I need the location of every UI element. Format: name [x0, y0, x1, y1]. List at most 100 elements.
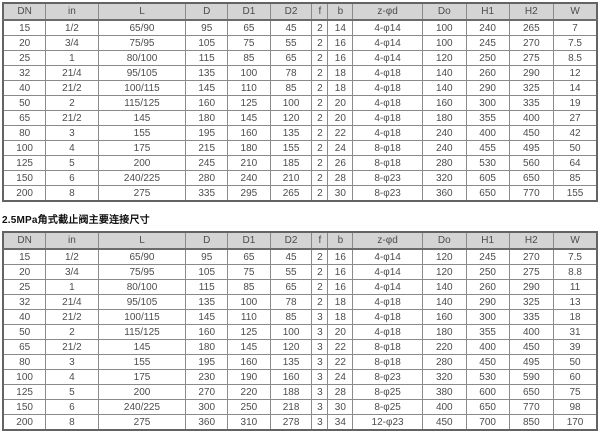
table-cell: 4-φ14 — [352, 19, 423, 36]
table-cell: 160 — [227, 125, 271, 141]
section-title-2.5mpa: 2.5MPa角式截止阀主要连接尺寸 — [2, 215, 150, 226]
table-cell: 50 — [553, 354, 598, 370]
table-cell: 850 — [508, 414, 555, 431]
table-cell: 21/2 — [45, 80, 99, 96]
table-cell: 335 — [508, 309, 555, 325]
header-row: DN in L D D1 D2 f b z-φd Do H1 H2 W — [2, 231, 598, 250]
table-cell: 4-φ14 — [352, 248, 423, 265]
table-cell: 8-φ18 — [352, 339, 423, 355]
table-row: 65 21/2 145 180 145 120 2 20 4-φ18 180 355 400 27 — [2, 110, 598, 126]
table-cell: 180 — [227, 140, 271, 156]
table-cell: 4-φ14 — [352, 264, 423, 280]
table-cell: 8 — [45, 414, 99, 431]
table-cell: 3 — [311, 384, 329, 400]
table-cell: 135 — [185, 294, 229, 310]
table-cell: 300 — [465, 309, 510, 325]
table-cell: 25 — [2, 50, 47, 66]
table-cell: 145 — [97, 339, 187, 355]
table-cell: 40 — [2, 309, 47, 325]
table-cell: 240/225 — [97, 170, 187, 186]
table-cell: 250 — [465, 264, 510, 280]
table-cell: 300 — [185, 399, 229, 415]
table-cell: 100 — [227, 294, 271, 310]
table-cell: 310 — [227, 414, 271, 431]
table-cell: 530 — [465, 369, 510, 385]
table-cell: 160 — [269, 369, 313, 385]
table-cell: 360 — [185, 414, 229, 431]
table-cell: 55 — [269, 264, 313, 280]
table-cell: 8.8 — [553, 264, 598, 280]
table-cell: 80 — [2, 354, 47, 370]
table-cell: 155 — [269, 140, 313, 156]
table-row: 50 2 115/125 160 125 100 3 20 4-φ18 180 355 400 31 — [2, 324, 598, 340]
table-cell: 16 — [327, 248, 354, 265]
table-cell: 8-φ18 — [352, 140, 423, 156]
table-cell: 650 — [508, 170, 555, 186]
table-cell: 145 — [227, 110, 271, 126]
table-cell: 4-φ18 — [352, 309, 423, 325]
table-row: 80 3 155 195 160 135 3 22 8-φ18 280 450 495 50 — [2, 354, 598, 370]
table-cell: 300 — [465, 95, 510, 111]
table-cell: 100 — [421, 35, 467, 51]
table-cell: 2 — [45, 324, 99, 340]
table-cell: 160 — [227, 354, 271, 370]
table-cell: 3 — [45, 125, 99, 141]
table-cell: 125 — [227, 324, 271, 340]
table-cell: 3 — [311, 309, 329, 325]
table-cell: 65/90 — [97, 248, 187, 265]
table-row: 32 21/4 95/105 135 100 78 2 18 4-φ18 140 290 325 13 — [2, 294, 598, 310]
table-cell: 27 — [553, 110, 598, 126]
column-header-in: in — [45, 2, 99, 21]
table-row: 65 21/2 145 180 145 120 3 22 8-φ18 220 400 450 39 — [2, 339, 598, 355]
table-cell: 770 — [508, 399, 555, 415]
table-cell: 3/4 — [45, 264, 99, 280]
table-cell: 19 — [553, 95, 598, 111]
table-cell: 22 — [327, 339, 354, 355]
table-cell: 1/2 — [45, 19, 99, 36]
table-cell: 21/2 — [45, 110, 99, 126]
table-cell: 240 — [465, 19, 510, 36]
column-header-dn: DN — [2, 2, 47, 21]
table-cell: 530 — [465, 155, 510, 171]
column-header-d: D — [185, 2, 229, 21]
table-cell: 21/2 — [45, 309, 99, 325]
table-cell: 8 — [45, 185, 99, 202]
table-cell: 200 — [97, 384, 187, 400]
table-cell: 2 — [311, 110, 329, 126]
table-cell: 18 — [327, 309, 354, 325]
table-cell: 60 — [553, 369, 598, 385]
table-row: 200 8 275 360 310 278 3 34 12-φ23 450 700 850 170 — [2, 414, 598, 431]
table-cell: 100 — [2, 369, 47, 385]
table-cell: 290 — [465, 294, 510, 310]
table-cell: 26 — [327, 155, 354, 171]
table-row: 100 4 175 215 180 155 2 24 8-φ18 240 455 495 50 — [2, 140, 598, 156]
column-header-dn: DN — [2, 231, 47, 250]
column-header-w: W — [553, 2, 598, 21]
table-cell: 75/95 — [97, 264, 187, 280]
table-cell: 4-φ18 — [352, 110, 423, 126]
table-cell: 22 — [327, 354, 354, 370]
column-header-d: D — [185, 231, 229, 250]
table-cell: 3 — [311, 414, 329, 431]
table-cell: 220 — [227, 384, 271, 400]
table-cell: 2 — [311, 125, 329, 141]
column-header-z-φd: z-φd — [352, 231, 423, 250]
table-row: 200 8 275 335 295 265 2 30 8-φ23 360 650 770 155 — [2, 185, 598, 202]
table-cell: 495 — [508, 140, 555, 156]
table-cell: 1/2 — [45, 248, 99, 265]
table-cell: 210 — [227, 155, 271, 171]
table-cell: 260 — [465, 65, 510, 81]
table-cell: 18 — [327, 294, 354, 310]
table-cell: 245 — [465, 248, 510, 265]
table-cell: 2 — [311, 248, 329, 265]
table-cell: 290 — [508, 279, 555, 295]
table-cell: 16 — [327, 50, 354, 66]
table-row: 40 21/2 100/115 145 110 85 2 18 4-φ18 140 290 325 14 — [2, 80, 598, 96]
table-cell: 200 — [97, 155, 187, 171]
table-cell: 65 — [269, 279, 313, 295]
table-row: 15 1/2 65/90 95 65 45 2 14 4-φ14 100 240 265 7 — [2, 19, 598, 36]
table-row: 32 21/4 95/105 135 100 78 2 18 4-φ18 140 260 290 12 — [2, 65, 598, 81]
table-cell: 16 — [327, 35, 354, 51]
table-cell: 700 — [465, 414, 510, 431]
table-cell: 4 — [45, 369, 99, 385]
